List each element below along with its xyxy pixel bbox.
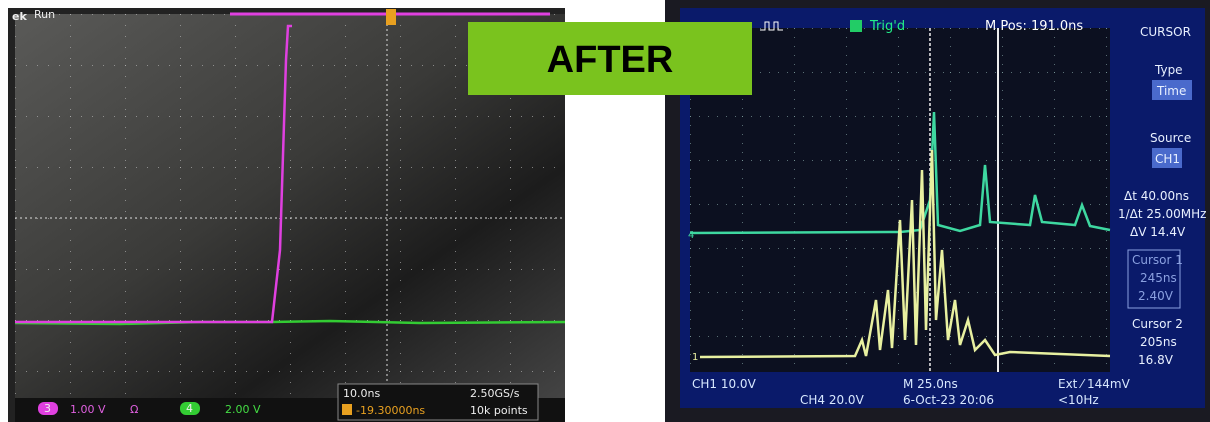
ch4-scale: 2.00 V — [225, 403, 261, 416]
ch3-marker: 3 — [44, 402, 51, 415]
scene: ek Run 3 1.00 V Ω 4 2.00 V 10.0ns 2.50GS… — [0, 0, 1210, 422]
ch1-marker: 1 — [692, 352, 698, 363]
status: Run — [34, 8, 55, 21]
trigger: Ext ⁄ 144mV — [1058, 377, 1131, 391]
after-label: AFTER — [547, 39, 674, 81]
sample-rate: 2.50GS/s — [470, 387, 520, 400]
ch1-scale: CH1 10.0V — [692, 377, 757, 391]
trig-status: Trig'd — [869, 19, 905, 34]
frequency: <10Hz — [1058, 393, 1099, 407]
position: M Pos: 191.0ns — [985, 19, 1083, 34]
type-label: Type — [1154, 63, 1183, 77]
page: {"overlay": {"label": "AFTER"}, "left_sc… — [0, 0, 1210, 422]
grid — [690, 28, 1110, 372]
trig-badge — [850, 20, 862, 32]
source-label: Source — [1150, 131, 1191, 145]
cursor1-time: 245ns — [1140, 271, 1177, 285]
ch3-coupling: Ω — [130, 403, 138, 416]
inv-delta-t: 1/Δt 25.00MHz — [1118, 207, 1206, 221]
trigger-marker — [386, 9, 396, 25]
source-value: CH1 — [1155, 152, 1180, 166]
timebase: 10.0ns — [343, 387, 380, 400]
trigger-icon — [342, 404, 352, 415]
brand: ek — [12, 10, 27, 23]
delta-t: Δt 40.00ns — [1124, 189, 1189, 203]
delta-v: ΔV 14.4V — [1130, 225, 1186, 239]
ch3-scale: 1.00 V — [70, 403, 106, 416]
ch4-scale: CH4 20.0V — [800, 393, 865, 407]
cursor1-volt: 2.40V — [1138, 289, 1174, 303]
date: 6-Oct-23 20:06 — [903, 393, 994, 407]
record-length: 10k points — [470, 404, 528, 417]
menu-title: CURSOR — [1140, 25, 1191, 39]
cursor2-label: Cursor 2 — [1132, 317, 1183, 331]
ch4-marker: 4 — [186, 402, 193, 415]
timebase: M 25.0ns — [903, 377, 958, 391]
ch4-marker: 4 — [688, 230, 694, 241]
cursor2-time: 205ns — [1140, 335, 1177, 349]
trigger-offset: -19.30000ns — [356, 404, 425, 417]
type-value: Time — [1156, 84, 1186, 98]
cursor2-volt: 16.8V — [1138, 353, 1174, 367]
cursor1-label: Cursor 1 — [1132, 253, 1183, 267]
